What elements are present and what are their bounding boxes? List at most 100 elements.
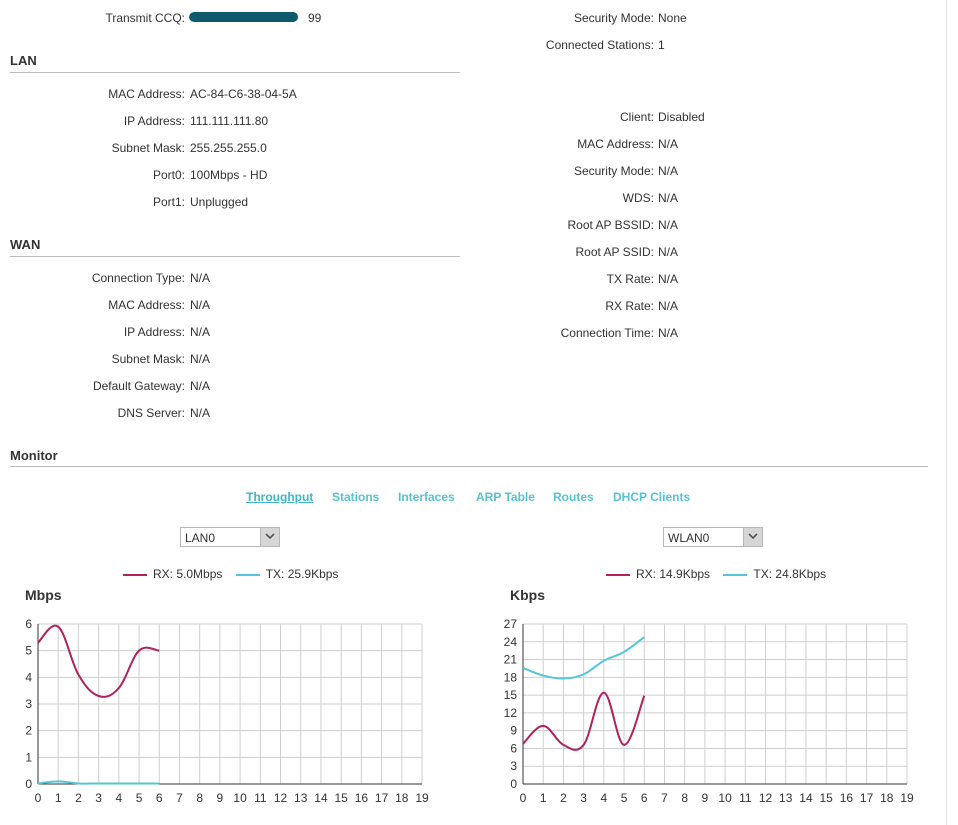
tab-dhcp-clients[interactable]: DHCP Clients xyxy=(613,490,691,504)
lan-row-label: Port0: xyxy=(152,168,185,182)
wan-row-value: N/A xyxy=(190,325,211,339)
x-tick-label: 12 xyxy=(759,791,773,805)
tab-interfaces[interactable]: Interfaces xyxy=(398,490,455,504)
client-row-label: RX Rate: xyxy=(605,299,654,313)
x-tick-label: 4 xyxy=(115,791,122,805)
x-tick-label: 0 xyxy=(35,791,42,805)
transmit-ccq-fill xyxy=(189,12,298,22)
x-tick-label: 1 xyxy=(540,791,547,805)
y-tick-label: 6 xyxy=(510,741,517,755)
x-tick-label: 17 xyxy=(860,791,874,805)
y-tick-label: 3 xyxy=(510,759,517,773)
x-tick-label: 14 xyxy=(799,791,813,805)
tab-stations[interactable]: Stations xyxy=(332,490,380,504)
y-tick-label: 5 xyxy=(25,644,32,658)
wan-row-value: N/A xyxy=(190,352,211,366)
x-tick-label: 15 xyxy=(334,791,348,805)
x-tick-label: 2 xyxy=(560,791,567,805)
lan-divider xyxy=(10,72,460,73)
series-line-rx xyxy=(37,624,160,698)
x-tick-label: 14 xyxy=(314,791,328,805)
legend-item-tx: TX: 24.8Kbps xyxy=(723,567,826,581)
x-tick-label: 9 xyxy=(702,791,709,805)
legend-label-tx: TX: 24.8Kbps xyxy=(753,567,827,581)
client-row-label: TX Rate: xyxy=(606,272,654,286)
series-line-tx xyxy=(37,780,160,785)
x-tick-label: 6 xyxy=(156,791,163,805)
x-tick-label: 5 xyxy=(136,791,143,805)
tab-arp-table[interactable]: ARP Table xyxy=(476,490,535,504)
x-tick-label: 13 xyxy=(294,791,308,805)
client-row-label: Root AP BSSID: xyxy=(567,218,655,232)
client-row-value: Disabled xyxy=(658,110,705,124)
lan-row-value: Unplugged xyxy=(190,195,249,209)
legend-swatch-rx xyxy=(606,573,630,576)
y-tick-label: 2 xyxy=(25,724,32,738)
transmit-ccq-value: 99 xyxy=(308,11,322,25)
x-tick-label: 8 xyxy=(681,791,688,805)
client-row-label: MAC Address: xyxy=(577,137,654,151)
client-row-value: N/A xyxy=(658,164,679,178)
y-tick-label: 9 xyxy=(510,724,517,738)
client-row-value: N/A xyxy=(658,218,679,232)
x-tick-label: 19 xyxy=(900,791,914,805)
chevron-down-icon xyxy=(260,528,279,546)
client-row-label: Client: xyxy=(619,110,654,124)
y-tick-label: 6 xyxy=(25,617,32,631)
x-tick-label: 15 xyxy=(819,791,833,805)
wan-row-value: N/A xyxy=(190,379,211,393)
x-tick-label: 11 xyxy=(254,791,267,805)
client-row-value: N/A xyxy=(658,137,679,151)
y-tick-label: 0 xyxy=(510,777,517,791)
x-tick-label: 2 xyxy=(75,791,82,805)
wlan-interface-select[interactable]: WLAN0 xyxy=(663,527,763,547)
lan-row-label: IP Address: xyxy=(123,114,185,128)
lan-row-label: MAC Address: xyxy=(108,87,185,101)
monitor-divider xyxy=(10,466,928,467)
client-row-label: WDS: xyxy=(622,191,654,205)
connected-stations-label: Connected Stations: xyxy=(545,38,654,52)
y-tick-label: 4 xyxy=(25,670,32,684)
wan-row-label: Subnet Mask: xyxy=(111,352,185,366)
x-tick-label: 1 xyxy=(55,791,62,805)
lan-interface-select-value: LAN0 xyxy=(185,531,216,545)
lan-row-value: AC-84-C6-38-04-5A xyxy=(190,87,297,101)
x-tick-label: 7 xyxy=(176,791,183,805)
wlan-chart-unit: Kbps xyxy=(510,587,545,603)
client-row-value: N/A xyxy=(658,272,679,286)
x-tick-label: 17 xyxy=(375,791,389,805)
wan-row-label: DNS Server: xyxy=(117,406,185,420)
y-tick-label: 18 xyxy=(504,670,518,684)
lan-chart-unit: Mbps xyxy=(25,587,62,603)
wan-row-value: N/A xyxy=(190,406,211,420)
client-row-value: N/A xyxy=(658,191,679,205)
client-row-label: Security Mode: xyxy=(573,164,654,178)
x-tick-label: 12 xyxy=(274,791,288,805)
lan-interface-select[interactable]: LAN0 xyxy=(180,527,280,547)
lan-section-title: LAN xyxy=(10,53,37,68)
legend-label-rx: RX: 14.9Kbps xyxy=(636,567,711,581)
legend-item-tx: TX: 25.9Kbps xyxy=(235,567,338,581)
legend-item-rx: RX: 5.0Mbps xyxy=(123,567,222,581)
wan-divider xyxy=(10,256,460,257)
client-row-value: N/A xyxy=(658,245,679,259)
lan-row-label: Port1: xyxy=(152,195,185,209)
x-tick-label: 19 xyxy=(415,791,429,805)
x-tick-label: 7 xyxy=(661,791,668,805)
x-tick-label: 6 xyxy=(641,791,648,805)
x-tick-label: 9 xyxy=(217,791,224,805)
lan-row-value: 255.255.255.0 xyxy=(190,141,267,155)
wan-row-label: Connection Type: xyxy=(91,271,185,285)
y-tick-label: 0 xyxy=(25,777,32,791)
wan-row-value: N/A xyxy=(190,298,211,312)
x-tick-label: 18 xyxy=(395,791,409,805)
security-mode-value: None xyxy=(658,11,687,25)
x-tick-label: 5 xyxy=(621,791,628,805)
x-tick-label: 13 xyxy=(779,791,793,805)
y-tick-label: 27 xyxy=(504,617,518,631)
tab-throughput[interactable]: Throughput xyxy=(246,490,314,504)
connected-stations-value: 1 xyxy=(658,38,665,52)
series-line-rx xyxy=(522,691,646,751)
x-tick-label: 8 xyxy=(196,791,203,805)
tab-routes[interactable]: Routes xyxy=(553,490,594,504)
